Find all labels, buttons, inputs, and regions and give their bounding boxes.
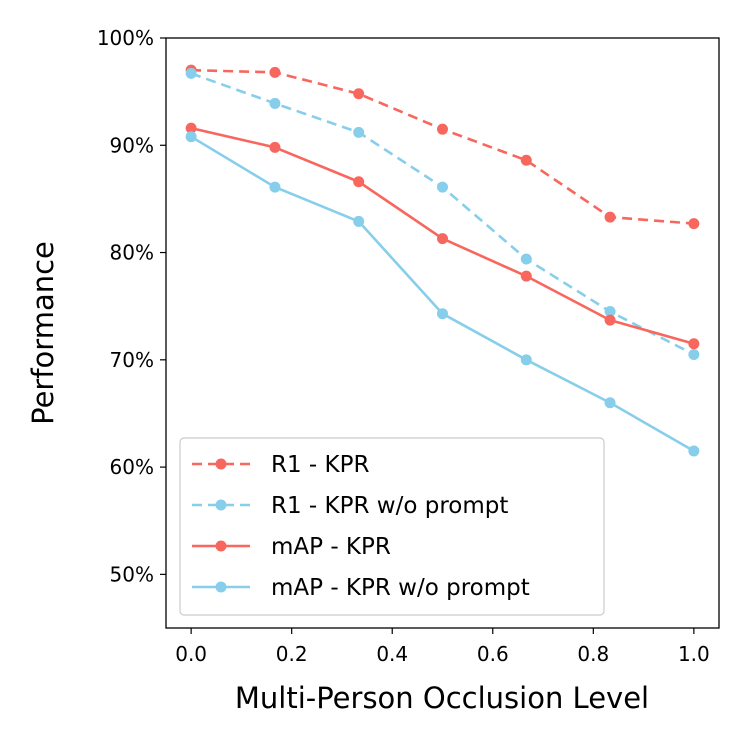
legend-label: mAP - KPR w/o prompt (271, 575, 530, 601)
legend-swatch-marker (215, 458, 227, 470)
y-tick-label: 80% (110, 241, 154, 265)
data-point (437, 233, 448, 245)
y-tick-label: 70% (110, 348, 154, 372)
data-point (353, 176, 365, 188)
data-point (604, 397, 616, 409)
y-tick-label: 50% (110, 562, 154, 586)
legend: R1 - KPR R1 - KPR w/o prompt mAP - KPR mAP … (179, 437, 605, 616)
data-point (688, 218, 700, 230)
legend-swatch-marker (215, 540, 227, 552)
y-tick-label: 60% (110, 455, 154, 479)
data-point (604, 211, 616, 223)
x-tick-label: 0.6 (477, 642, 509, 666)
data-point (353, 215, 365, 227)
plot-marks (185, 64, 700, 457)
legend-swatch-marker (215, 581, 227, 593)
legend-box (179, 437, 605, 616)
x-tick-label: 0.2 (276, 642, 308, 666)
x-tick-label: 0.4 (376, 642, 408, 666)
y-tick-label: 100% (97, 26, 154, 50)
data-point (604, 306, 616, 318)
data-point (437, 181, 448, 193)
legend-swatch-marker (215, 499, 227, 511)
data-point (688, 348, 700, 360)
data-point (185, 131, 197, 143)
x-axis-title: Multi-Person Occlusion Level (235, 681, 649, 715)
data-point (520, 253, 532, 265)
data-point (437, 123, 448, 135)
data-point (520, 270, 532, 282)
data-point (520, 354, 532, 366)
data-point (269, 181, 281, 193)
x-tick-label: 0.8 (577, 642, 609, 666)
x-axis: 0.0 0.2 0.4 0.6 0.8 1.0 (175, 628, 710, 666)
data-point (269, 66, 281, 78)
data-point (437, 308, 448, 320)
legend-label: R1 - KPR w/o prompt (271, 493, 508, 519)
y-axis: 50% 60% 70% 80% 90% 100% (97, 26, 166, 586)
data-point (688, 445, 700, 457)
x-tick-label: 1.0 (678, 642, 710, 666)
y-tick-label: 90% (110, 133, 154, 157)
plot-frame (165, 37, 720, 629)
legend-label: mAP - KPR (271, 534, 391, 560)
data-point (269, 141, 281, 153)
data-point (269, 97, 281, 109)
x-tick-label: 0.0 (175, 642, 207, 666)
data-point (185, 122, 197, 134)
data-point (185, 67, 197, 79)
y-axis-title: Performance (26, 241, 60, 425)
data-point (353, 88, 365, 100)
data-point (604, 314, 616, 326)
data-point (353, 126, 365, 138)
data-point (520, 154, 532, 166)
data-point (688, 338, 700, 350)
legend-label: R1 - KPR (271, 452, 369, 478)
